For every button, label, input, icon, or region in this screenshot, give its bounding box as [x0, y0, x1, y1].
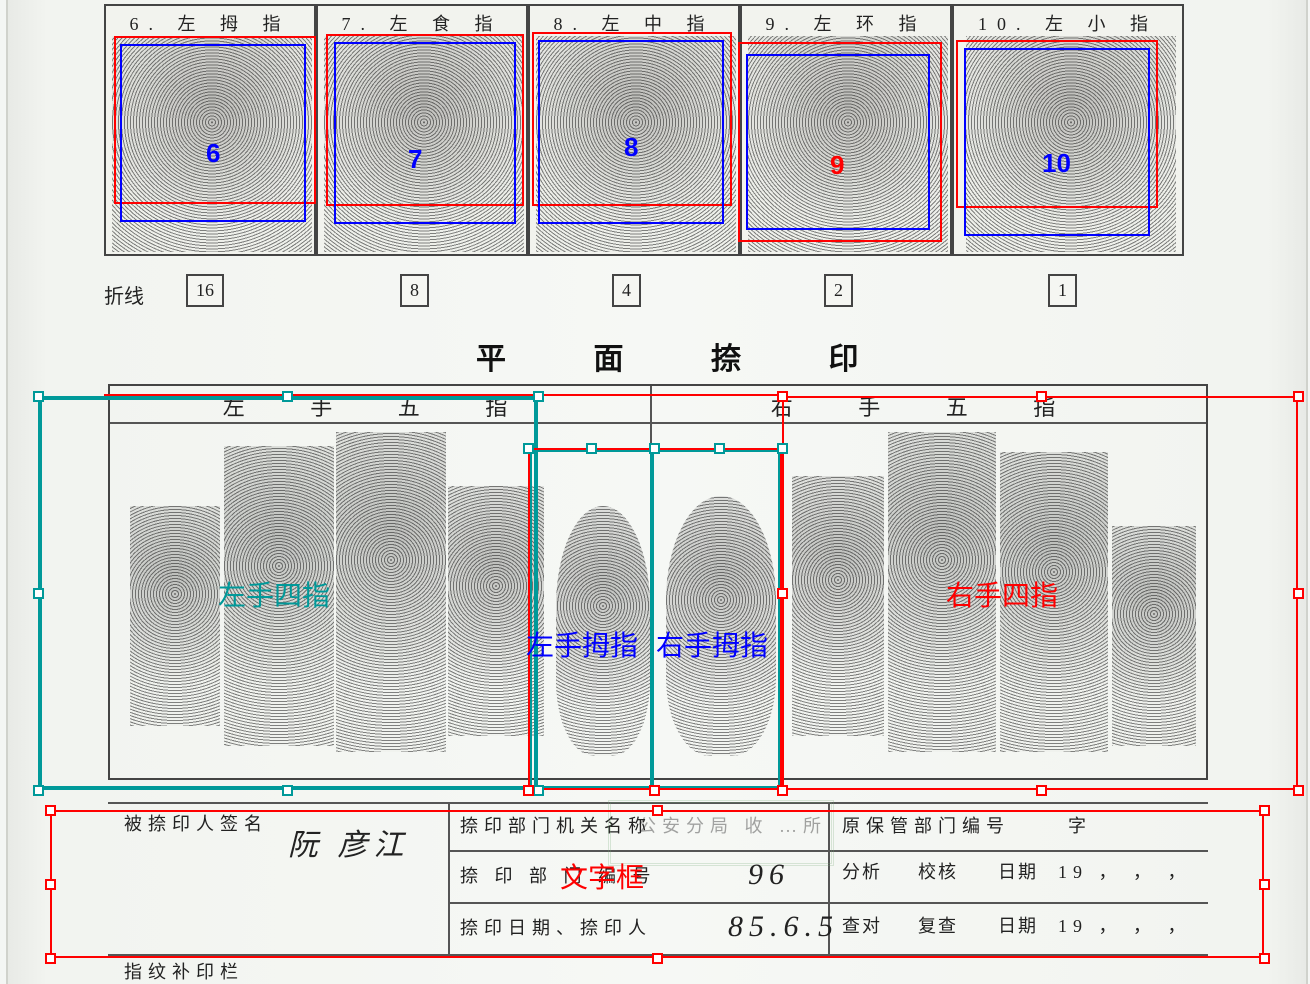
handle[interactable]: [533, 785, 544, 796]
handle[interactable]: [1259, 805, 1270, 816]
fold-box-2: 2: [824, 274, 853, 307]
fingerprint-10: [966, 36, 1176, 252]
label-left-thumb: 左手拇指: [526, 624, 638, 664]
bbox-8-num: 8: [624, 132, 638, 163]
dept-name-value: 公安分局 收 …所: [638, 812, 827, 838]
handle[interactable]: [33, 391, 44, 402]
handle[interactable]: [586, 443, 597, 454]
label-left-four: 左手四指: [218, 574, 330, 614]
handle[interactable]: [45, 879, 56, 890]
label-right-thumb: 右手拇指: [656, 624, 768, 664]
form-vline-1: [448, 802, 450, 954]
handle[interactable]: [33, 588, 44, 599]
handle[interactable]: [1036, 391, 1047, 402]
storage-label: 原保管部门编号: [842, 812, 1010, 838]
handle[interactable]: [1293, 588, 1304, 599]
handle[interactable]: [1293, 391, 1304, 402]
cell-9-header: 9. 左 环 指: [742, 10, 950, 36]
handle[interactable]: [33, 785, 44, 796]
handle[interactable]: [282, 785, 293, 796]
cell-9: 9. 左 环 指: [740, 4, 952, 256]
handle[interactable]: [649, 443, 660, 454]
handle[interactable]: [1259, 953, 1270, 964]
fold-box-16: 16: [186, 274, 224, 307]
handle[interactable]: [1036, 785, 1047, 796]
fold-box-4: 4: [612, 274, 641, 307]
cell-10-header: 10. 左 小 指: [954, 10, 1182, 36]
handle[interactable]: [714, 443, 725, 454]
right-finger-5: [1112, 526, 1196, 746]
date2l: 日期: [998, 912, 1038, 938]
left-hand-header: 左 手 五 指: [110, 390, 650, 422]
fingerprint-9: [748, 36, 948, 252]
analyze: 分析: [842, 858, 882, 884]
dept-no-value: 96: [748, 858, 790, 892]
bbox-7-num: 7: [408, 144, 422, 175]
handle[interactable]: [45, 953, 56, 964]
cell-8-header: 8. 左 中 指: [530, 10, 738, 36]
fingerprint-7: [324, 36, 524, 252]
handle[interactable]: [45, 805, 56, 816]
sig-label: 被捺印人签名: [124, 810, 268, 836]
handle[interactable]: [649, 785, 660, 796]
handle[interactable]: [1259, 879, 1270, 890]
cell-7-header: 7. 左 食 指: [318, 10, 526, 36]
right-hand-header: 右 手 五 指: [650, 390, 1206, 422]
cell-6: 6. 左 拇 指: [104, 4, 316, 256]
cell-7: 7. 左 食 指: [316, 4, 528, 256]
handle[interactable]: [777, 785, 788, 796]
scanned-page: 6. 左 拇 指 7. 左 食 指 8. 左 中 指 9. 左 环 指 10. …: [6, 0, 1308, 984]
handle[interactable]: [533, 391, 544, 402]
handle[interactable]: [523, 785, 534, 796]
label-right-four: 右手四指: [946, 574, 1058, 614]
date2v: 19 ， ， ，: [1058, 912, 1192, 938]
fold-box-1: 1: [1048, 274, 1077, 307]
review: 复查: [918, 912, 958, 938]
bbox-10-num: 10: [1042, 148, 1071, 179]
verify: 查对: [842, 912, 882, 938]
right-finger-2: [792, 476, 884, 736]
left-finger-5: [130, 506, 220, 726]
fold-line-label: 折线: [104, 280, 144, 309]
handle[interactable]: [523, 443, 534, 454]
cell-10: 10. 左 小 指: [952, 4, 1184, 256]
left-finger-3: [336, 432, 446, 752]
handle[interactable]: [1293, 785, 1304, 796]
bbox-9-num: 9: [830, 150, 844, 181]
date1l: 日期: [998, 858, 1038, 884]
recheck: 校核: [918, 858, 958, 884]
hand-header-rule: [110, 422, 1206, 424]
cell-8: 8. 左 中 指: [528, 4, 740, 256]
handle[interactable]: [777, 391, 788, 402]
handle[interactable]: [282, 391, 293, 402]
handle[interactable]: [777, 443, 788, 454]
handle[interactable]: [652, 953, 663, 964]
label-text-box: 文字框: [560, 856, 644, 896]
handle[interactable]: [777, 588, 788, 599]
date-person-label: 捺印日期、捺印人: [460, 914, 652, 940]
sig-value: 阮 彦江: [288, 820, 410, 864]
date1v: 19 ， ， ，: [1058, 858, 1192, 884]
fold-box-8: 8: [400, 274, 429, 307]
plain-impression-title: 平 面 捺 印: [476, 334, 899, 378]
cell-6-header: 6. 左 拇 指: [106, 10, 314, 36]
storage-suffix: 字: [1068, 812, 1092, 838]
bbox-6-num: 6: [206, 138, 220, 169]
left-finger-2: [448, 486, 544, 736]
date-person-value: 85.6.5: [728, 910, 839, 944]
handle[interactable]: [652, 805, 663, 816]
supp-label: 指纹补印栏: [124, 958, 244, 984]
